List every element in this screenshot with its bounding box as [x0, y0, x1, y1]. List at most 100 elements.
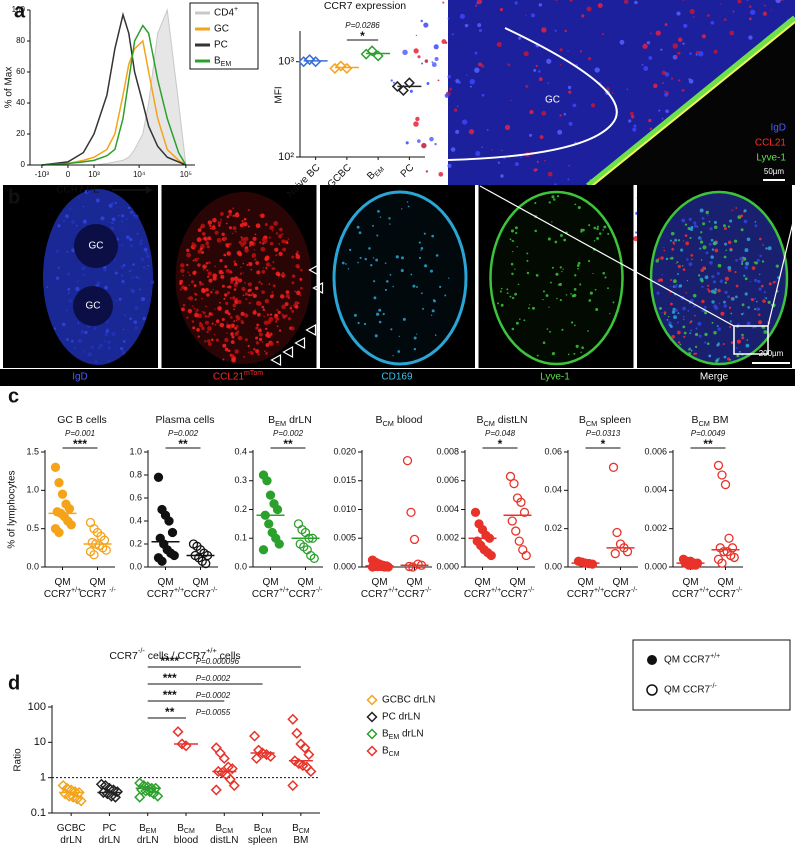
- speckle: [281, 304, 286, 310]
- node: [175, 192, 312, 364]
- arrow-head: [146, 186, 153, 194]
- speckle: [95, 198, 100, 203]
- speckle: [100, 216, 105, 221]
- speckle: [268, 283, 271, 285]
- speckle: [746, 237, 751, 242]
- speckle: [392, 81, 395, 84]
- speckle: [665, 109, 669, 114]
- speckle: [219, 258, 223, 263]
- speckle: [107, 346, 111, 350]
- p-value: P=0.0055: [196, 708, 231, 717]
- speckle: [681, 265, 684, 267]
- speckle: [434, 142, 437, 146]
- speckle: [577, 267, 579, 270]
- speckle: [759, 237, 762, 241]
- speckle: [122, 328, 125, 331]
- speckle: [713, 225, 718, 230]
- speckle: [103, 268, 107, 272]
- speckle: [210, 338, 214, 342]
- speckle: [426, 82, 430, 85]
- speckle: [677, 51, 681, 55]
- p-value: P=0.0049: [691, 429, 726, 438]
- speckle: [587, 57, 592, 61]
- speckle: [593, 226, 597, 230]
- speckle: [416, 286, 418, 288]
- speckle: [468, 129, 475, 135]
- speckle: [499, 8, 504, 12]
- speckle: [200, 223, 206, 229]
- speckle: [251, 292, 255, 295]
- data-point: [612, 527, 622, 538]
- speckle: [63, 219, 66, 222]
- speckle: [741, 260, 744, 263]
- data-point: [516, 497, 526, 507]
- speckle: [590, 103, 596, 108]
- speckle: [115, 299, 118, 302]
- speckle: [731, 209, 733, 212]
- speckle: [229, 297, 232, 299]
- speckle: [754, 224, 758, 228]
- speckle: [205, 240, 209, 244]
- speckle: [126, 235, 130, 240]
- speckle: [228, 285, 232, 289]
- speckle: [554, 240, 558, 244]
- panel-label: c: [8, 385, 19, 407]
- speckle: [347, 268, 350, 270]
- speckle: [670, 77, 674, 80]
- y-tick-label: 10³: [278, 56, 294, 68]
- speckle: [541, 110, 547, 116]
- speckle: [192, 326, 196, 330]
- significance-stars: ***: [163, 671, 177, 685]
- region-label: GC: [86, 301, 101, 312]
- speckle: [98, 347, 100, 349]
- speckle: [681, 88, 685, 92]
- speckle: [717, 327, 721, 331]
- speckle: [71, 219, 75, 223]
- speckle: [668, 321, 672, 325]
- speckle: [741, 336, 745, 340]
- speckle: [187, 271, 190, 273]
- speckle: [261, 305, 265, 309]
- speckle: [676, 330, 681, 335]
- speckle: [551, 266, 554, 269]
- speckle: [191, 305, 194, 307]
- speckle: [551, 352, 556, 356]
- speckle: [136, 233, 139, 235]
- speckle: [232, 226, 237, 231]
- speckle: [674, 308, 678, 313]
- speckle: [208, 342, 212, 346]
- speckle: [464, 23, 469, 28]
- speckle: [611, 92, 614, 94]
- speckle: [444, 294, 447, 297]
- x-tick-label: PC drLN: [99, 823, 121, 846]
- data-point: [287, 713, 299, 725]
- speckle: [78, 197, 80, 199]
- speckle: [475, 151, 481, 157]
- speckle: [718, 302, 721, 305]
- speckle: [256, 323, 260, 327]
- speckle: [447, 17, 450, 20]
- y-tick-label: 0.02: [544, 523, 562, 533]
- speckle: [420, 247, 424, 250]
- speckle: [477, 0, 479, 1]
- speckle: [279, 227, 283, 232]
- speckle: [700, 309, 702, 312]
- speckle: [286, 241, 289, 244]
- channel-caption: IgD: [72, 372, 88, 383]
- speckle: [77, 322, 80, 325]
- data-point: [54, 478, 64, 488]
- chart-title: BCM spleen: [579, 414, 631, 429]
- speckle: [530, 13, 535, 18]
- speckle: [758, 287, 762, 291]
- speckle: [612, 301, 615, 304]
- speckle: [291, 309, 295, 313]
- legend-label: CD4+: [214, 6, 238, 18]
- speckle: [760, 284, 764, 288]
- speckle: [580, 351, 582, 354]
- speckle: [689, 302, 691, 304]
- speckle: [226, 332, 228, 334]
- speckle: [406, 201, 409, 203]
- speckle: [677, 341, 681, 344]
- data-point: [511, 526, 521, 536]
- x-tick-label: BCM BM: [292, 823, 310, 846]
